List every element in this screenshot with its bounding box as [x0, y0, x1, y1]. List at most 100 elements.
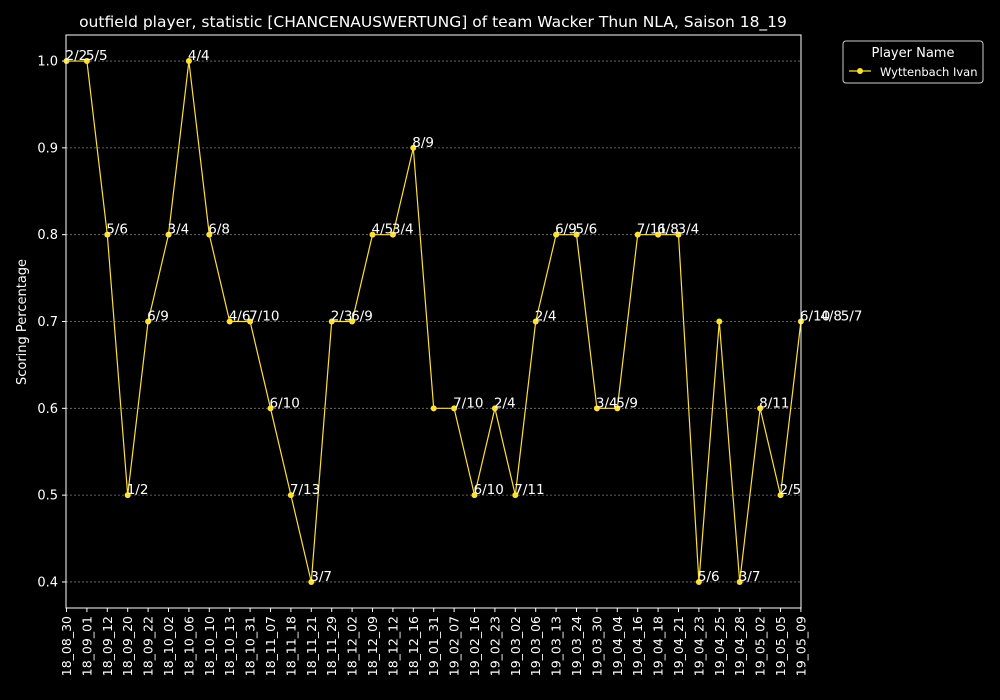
data-point: [471, 492, 478, 499]
data-label: 8/9: [412, 135, 434, 151]
data-label: 3/4: [392, 222, 414, 238]
plot-frame: [65, 34, 802, 609]
data-label: 2/3: [331, 309, 353, 325]
x-tick-label: 18_11_07: [263, 616, 278, 676]
x-tick-label: 19_03_30: [589, 616, 604, 676]
data-point: [104, 231, 111, 238]
data-point: [716, 318, 723, 325]
x-tick-label: 19_04_04: [610, 616, 625, 676]
data-point: [736, 578, 743, 585]
x-tick-label: 19_02_16: [467, 616, 482, 676]
data-point: [512, 492, 519, 499]
data-label: 3/4: [168, 222, 190, 238]
data-label: 6/9: [351, 309, 373, 325]
x-tick-label: 18_10_06: [181, 616, 196, 676]
data-label: 7/11: [514, 482, 544, 498]
x-tick-label: 18_10_13: [222, 616, 237, 676]
data-label: 6/8: [208, 222, 230, 238]
y-tick-label: 0.9: [37, 141, 58, 156]
data-label: 5/6: [576, 222, 598, 238]
legend-box: [842, 40, 984, 84]
data-label: 3/4: [596, 395, 618, 411]
data-label: 5/6: [698, 569, 720, 585]
data-point: [247, 318, 254, 325]
y-tick-label: 0.6: [37, 402, 58, 417]
data-label: 7/13: [290, 482, 320, 498]
data-label: 3/4: [678, 222, 700, 238]
data-label: 4/5: [372, 222, 394, 238]
data-point: [226, 318, 233, 325]
data-point: [349, 318, 356, 325]
y-tick-label: 0.5: [37, 489, 58, 504]
data-label: 5/7: [841, 309, 863, 325]
data-label: 6/10: [800, 309, 830, 325]
data-label: 5/9: [616, 395, 638, 411]
legend: Player Name Wyttenbach Ivan: [842, 40, 984, 84]
data-point: [185, 58, 192, 65]
data-point: [675, 231, 682, 238]
data-label: 2/4: [535, 309, 557, 325]
data-label: 3/7: [739, 569, 761, 585]
chart-title: outfield player, statistic [CHANCENAUSWE…: [79, 13, 787, 32]
y-tick-label: 0.4: [37, 575, 58, 590]
legend-point-marker: [857, 68, 863, 74]
data-label: 6/10: [270, 395, 300, 411]
data-point: [634, 231, 641, 238]
x-tick-label: 18_08_30: [59, 616, 74, 676]
x-tick-label: 18_09_01: [79, 616, 94, 676]
data-point: [532, 318, 539, 325]
legend-entry-label: Wyttenbach Ivan: [880, 65, 978, 79]
data-label: 4/6: [229, 309, 251, 325]
x-tick-label: 19_01_31: [426, 616, 441, 676]
data-point: [777, 492, 784, 499]
data-point: [308, 578, 315, 585]
data-label: 3/7: [310, 569, 332, 585]
x-axis-ticks: 18_08_30 18_09_01 18_09_12 18_09_20 18_09_22…: [59, 608, 808, 676]
data-label: 8/11: [759, 395, 789, 411]
x-tick-label: 18_10_02: [161, 616, 176, 676]
legend-title: Player Name: [872, 46, 955, 61]
data-label: 4/4: [188, 48, 210, 64]
x-tick-label: 19_05_09: [793, 616, 808, 676]
x-tick-label: 19_03_13: [549, 616, 564, 676]
y-axis-ticks: 0.4 0.5 0.6 0.7 0.8 0.9 1.0: [37, 55, 66, 590]
data-label: 6/8: [657, 222, 679, 238]
data-label: 5/6: [106, 222, 128, 238]
x-tick-label: 18_11_29: [324, 616, 339, 676]
x-tick-label: 19_04_23: [691, 616, 706, 676]
x-tick-label: 18_09_12: [100, 616, 115, 676]
x-tick-label: 19_03_24: [569, 616, 584, 676]
x-tick-label: 18_12_16: [406, 616, 421, 676]
x-tick-label: 18_12_02: [345, 616, 360, 676]
data-point: [491, 405, 498, 412]
x-tick-label: 19_02_23: [487, 616, 502, 676]
x-tick-label: 19_02_07: [447, 616, 462, 676]
series-wyttenbach-ivan: [63, 58, 804, 585]
data-point: [593, 405, 600, 412]
data-point: [206, 231, 213, 238]
x-tick-label: 18_11_21: [304, 616, 319, 676]
data-point: [655, 231, 662, 238]
data-point: [430, 405, 437, 412]
data-label: 7/10: [249, 309, 279, 325]
data-label: 7/10: [453, 395, 483, 411]
data-point: [287, 492, 294, 499]
y-tick-label: 0.8: [37, 228, 58, 243]
x-tick-label: 19_04_16: [630, 616, 645, 676]
x-tick-label: 18_11_18: [283, 616, 298, 676]
data-label: 7/11: [637, 222, 667, 238]
data-point: [389, 231, 396, 238]
y-tick-label: 1.0: [37, 55, 58, 70]
data-label: 2/2: [66, 48, 88, 64]
x-tick-label: 19_04_21: [671, 616, 686, 676]
data-label: 2/4: [494, 395, 516, 411]
x-tick-label: 19_04_18: [651, 616, 666, 676]
data-point: [328, 318, 335, 325]
data-point: [124, 492, 131, 499]
x-tick-label: 18_09_22: [141, 616, 156, 676]
data-point: [451, 405, 458, 412]
x-tick-label: 19_04_25: [712, 616, 727, 676]
data-point: [695, 578, 702, 585]
data-label: 2/5: [780, 482, 802, 498]
x-tick-label: 18_09_20: [120, 616, 135, 676]
